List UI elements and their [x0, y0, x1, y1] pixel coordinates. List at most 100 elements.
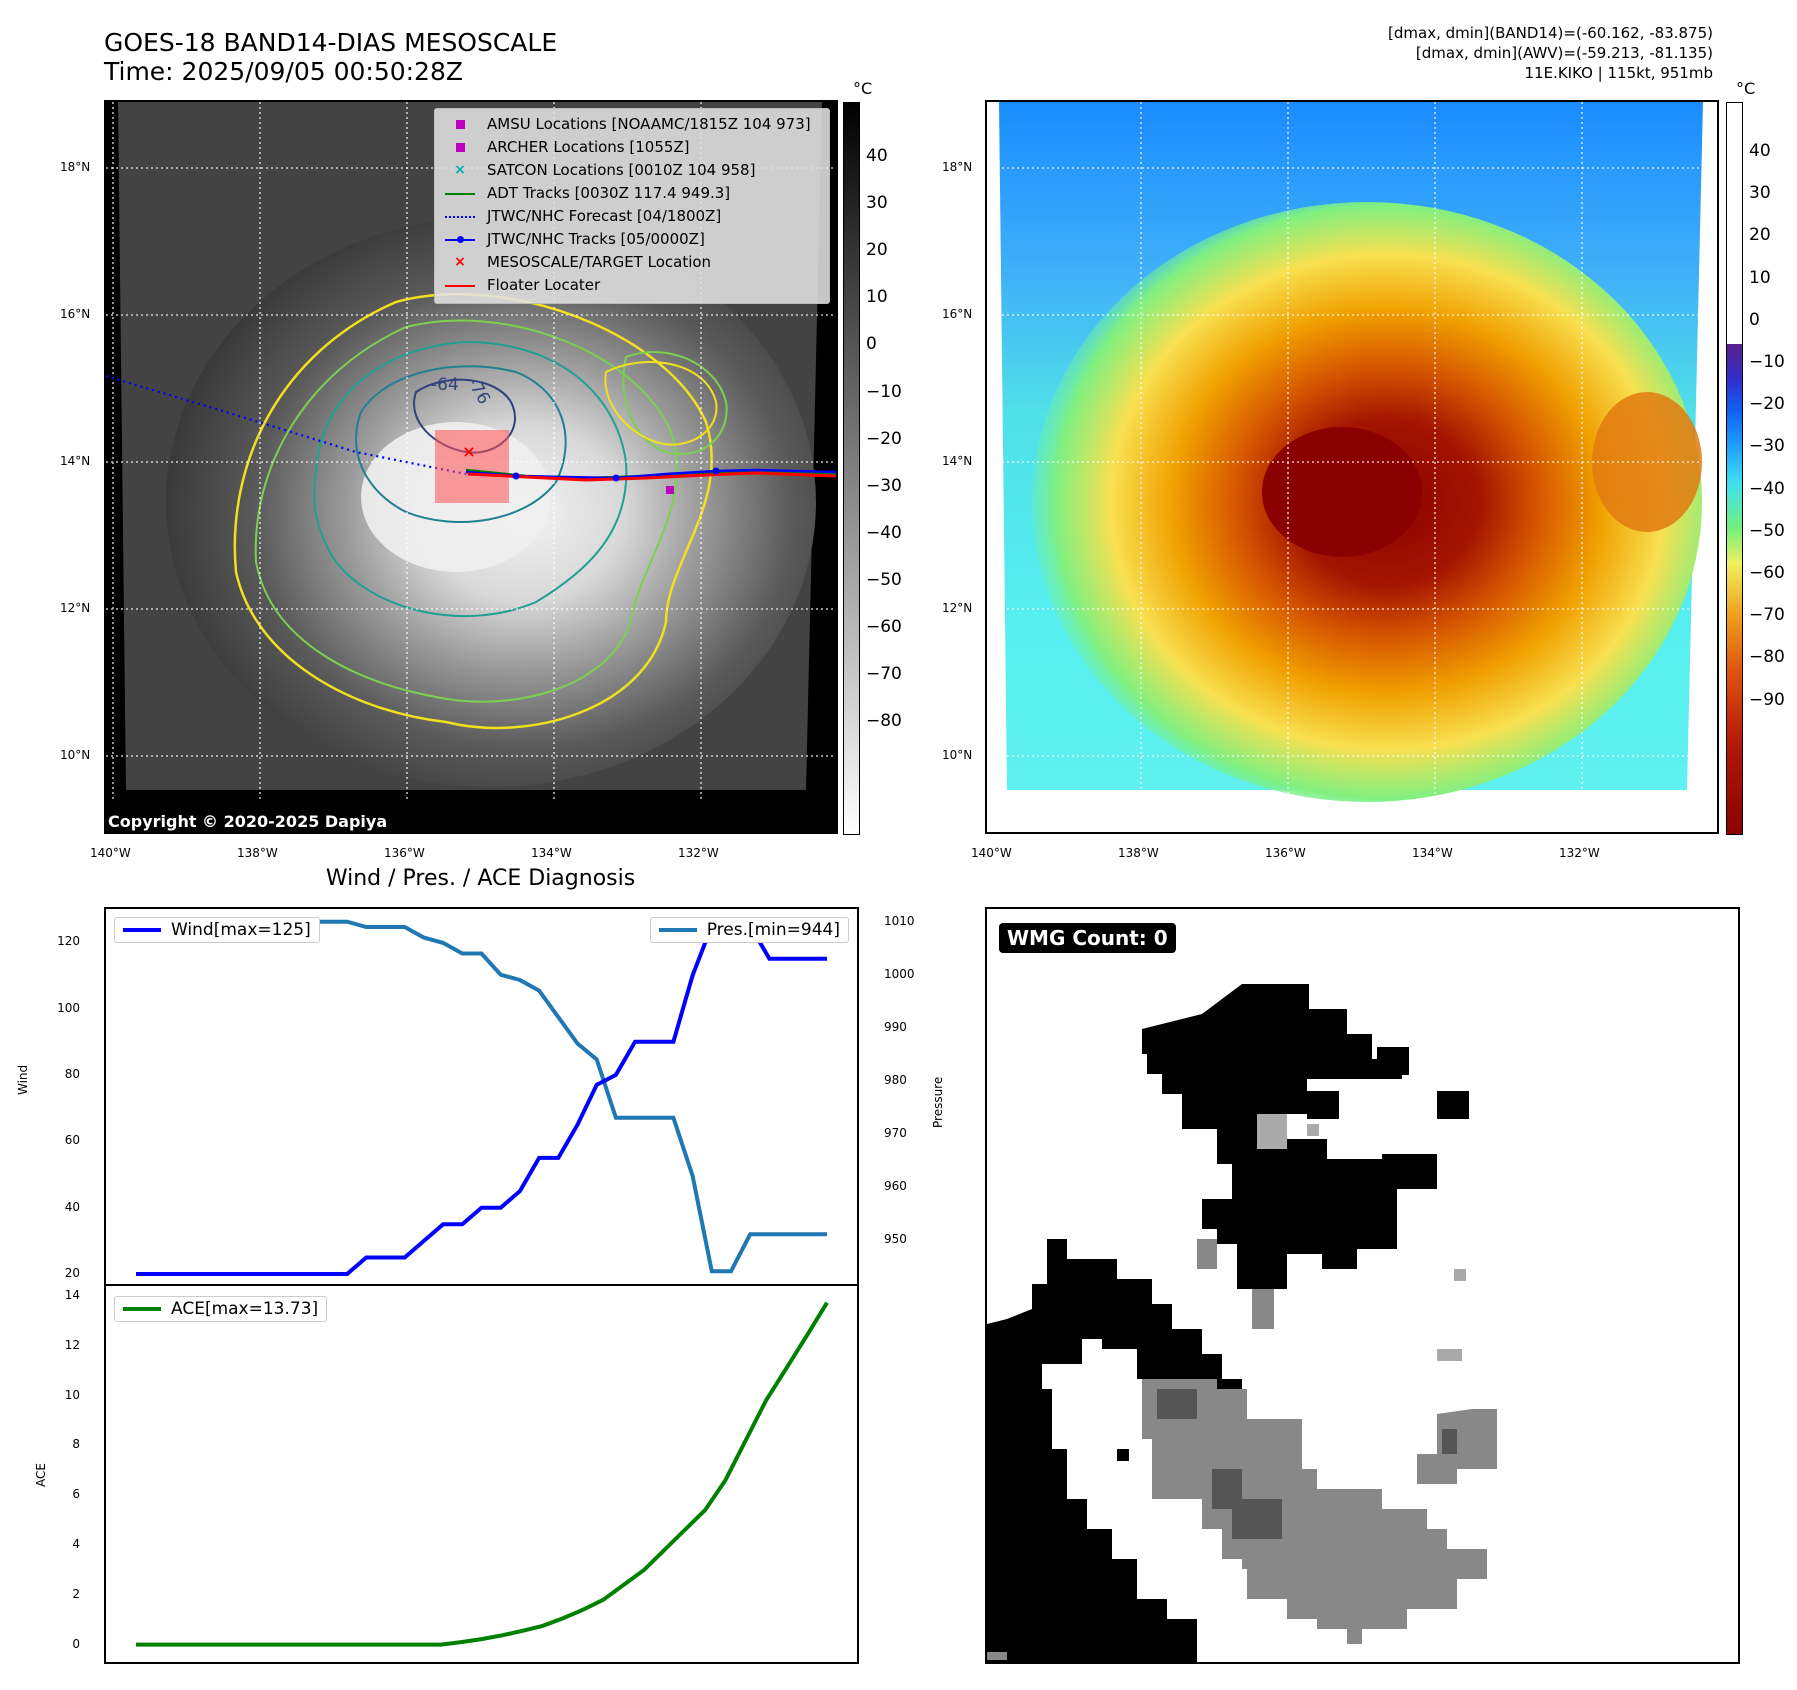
legend-label: JTWC/NHC Tracks [05/0000Z]: [487, 230, 705, 248]
ace-legend-label: ACE[max=13.73]: [171, 1299, 319, 1319]
wind-axis-label: Wind: [16, 1064, 30, 1095]
axis-tick-label: 40: [1749, 141, 1771, 161]
axis-tick-label: −20: [1749, 394, 1785, 415]
lon-label-138w: 138°W: [1118, 846, 1159, 860]
lat-label-12n: 12°N: [60, 601, 91, 615]
dotted-line-icon: [443, 210, 477, 224]
axis-tick-label: 40: [64, 1199, 80, 1214]
axis-tick-label: 4: [72, 1536, 80, 1551]
wmg-panel: WMG Count: 0: [985, 907, 1740, 1664]
target-location-marker: ×: [462, 442, 475, 461]
axis-tick-label: −80: [866, 711, 902, 732]
jtwc-track-point: [612, 474, 620, 482]
chart-title-line2: Time: 2025/09/05 00:50:28Z: [104, 57, 463, 86]
axis-tick-label: −30: [1749, 436, 1785, 457]
lat-label-14n: 14°N: [60, 454, 91, 468]
awv-map-svg: [987, 102, 1717, 832]
axis-tick-label: −20: [866, 428, 902, 449]
axis-tick-label: 100: [57, 1000, 80, 1015]
awv-map-gridlines: [987, 102, 1717, 832]
map-legend: AMSU Locations [NOAAMC/1815Z 104 973] AR…: [434, 108, 830, 304]
awv-colorbar-unit: °C: [1736, 79, 1756, 98]
axis-tick-label: 12: [64, 1337, 80, 1352]
legend-label: MESOSCALE/TARGET Location: [487, 253, 712, 271]
axis-tick-label: −40: [866, 522, 902, 543]
lat-label-18n: 18°N: [60, 160, 91, 174]
axis-tick-label: 960: [884, 1178, 907, 1193]
wind-series-line: [136, 923, 827, 1276]
legend-item-satcon: × SATCON Locations [0010Z 104 958]: [443, 159, 821, 182]
axis-tick-label: −40: [1749, 478, 1785, 499]
ace-series-line: [136, 1301, 829, 1647]
jtwc-track-point: [712, 467, 720, 475]
pressure-axis-label: Pressure: [931, 1076, 945, 1128]
lon-label-132w: 132°W: [678, 846, 719, 860]
legend-item-amsu: AMSU Locations [NOAAMC/1815Z 104 973]: [443, 113, 821, 136]
axis-tick-label: −60: [866, 617, 902, 637]
axis-tick-label: −50: [866, 569, 902, 590]
wind-pressure-svg: [136, 919, 827, 1276]
line-dot-icon: [443, 233, 477, 247]
legend-label: ARCHER Locations [1055Z]: [487, 138, 690, 156]
chart-title-line1: GOES-18 BAND14-DIAS MESOSCALE: [104, 28, 558, 57]
solid-line-icon: [443, 187, 477, 201]
wind-legend: Wind[max=125]: [114, 917, 320, 943]
axis-tick-label: −90: [1749, 689, 1785, 710]
axis-tick-label: 980: [884, 1072, 907, 1087]
pressure-legend-line-icon: [658, 928, 697, 932]
axis-tick-label: 30: [866, 193, 888, 214]
legend-item-jtwc-tracks: JTWC/NHC Tracks [05/0000Z]: [443, 228, 821, 251]
solid-line-icon: [443, 279, 477, 293]
axis-tick-label: 0: [72, 1636, 80, 1651]
ir-colorbar-unit: °C: [853, 79, 873, 98]
lon-label-138w: 138°W: [237, 846, 278, 860]
axis-tick-label: −10: [1749, 352, 1785, 372]
legend-item-archer: ARCHER Locations [1055Z]: [443, 136, 821, 159]
awv-color-map: [985, 100, 1719, 834]
axis-tick-label: 0: [866, 334, 877, 355]
ace-chart: ACE[max=13.73]: [104, 1284, 859, 1664]
axis-tick-label: 20: [1749, 225, 1771, 246]
axis-tick-label: 8: [72, 1437, 80, 1452]
axis-tick-label: 970: [884, 1125, 907, 1140]
axis-tick-label: −80: [1749, 647, 1785, 668]
lon-label-134w: 134°W: [1412, 846, 1453, 860]
axis-tick-label: 20: [64, 1266, 80, 1281]
axis-tick-label: 120: [57, 934, 80, 949]
legend-label: JTWC/NHC Forecast [04/1800Z]: [487, 207, 722, 225]
axis-tick-label: −50: [1749, 520, 1785, 541]
pressure-series-line: [136, 919, 827, 1274]
contour-label-64: -64: [431, 375, 459, 395]
diagnosis-title: Wind / Pres. / ACE Diagnosis: [325, 866, 636, 891]
legend-label: ADT Tracks [0030Z 117.4 949.3]: [487, 184, 731, 202]
wind-pressure-chart: Wind[max=125] Pres.[min=944]: [104, 907, 859, 1286]
ace-legend-line-icon: [123, 1307, 161, 1311]
axis-tick-label: 2: [72, 1586, 80, 1601]
axis-tick-label: 10: [866, 287, 888, 308]
legend-label: SATCON Locations [0010Z 104 958]: [487, 161, 756, 179]
legend-label: Floater Locater: [487, 276, 601, 294]
ace-legend: ACE[max=13.73]: [114, 1296, 328, 1322]
lon-label-134w: 134°W: [531, 846, 572, 860]
legend-item-adt: ADT Tracks [0030Z 117.4 949.3]: [443, 182, 821, 205]
pressure-legend: Pres.[min=944]: [649, 917, 849, 943]
axis-tick-label: −10: [866, 381, 902, 402]
ace-svg: [136, 1301, 829, 1647]
axis-tick-label: 80: [64, 1066, 80, 1081]
jtwc-track-point: [512, 472, 520, 480]
axis-tick-label: −30: [866, 475, 902, 496]
lon-label-136w: 136°W: [1265, 846, 1306, 860]
legend-item-forecast: JTWC/NHC Forecast [04/1800Z]: [443, 205, 821, 228]
storm-info-text: 11E.KIKO | 115kt, 951mb: [1524, 64, 1713, 82]
legend-label: AMSU Locations [NOAAMC/1815Z 104 973]: [487, 115, 811, 133]
copyright-text: Copyright © 2020-2025 Dapiya: [108, 812, 388, 831]
axis-tick-label: 30: [1749, 183, 1771, 204]
axis-tick-label: 10: [1749, 267, 1771, 288]
wmg-count-badge: WMG Count: 0: [999, 923, 1176, 953]
axis-tick-label: 1010: [884, 913, 915, 928]
ace-axis-label: ACE: [34, 1463, 48, 1487]
square-marker-icon: [443, 118, 477, 132]
dmax-band14-text: [dmax, dmin](BAND14)=(-60.162, -83.875): [1388, 24, 1713, 42]
lat-label-10n: 10°N: [942, 748, 973, 762]
axis-tick-label: 14: [64, 1287, 80, 1302]
